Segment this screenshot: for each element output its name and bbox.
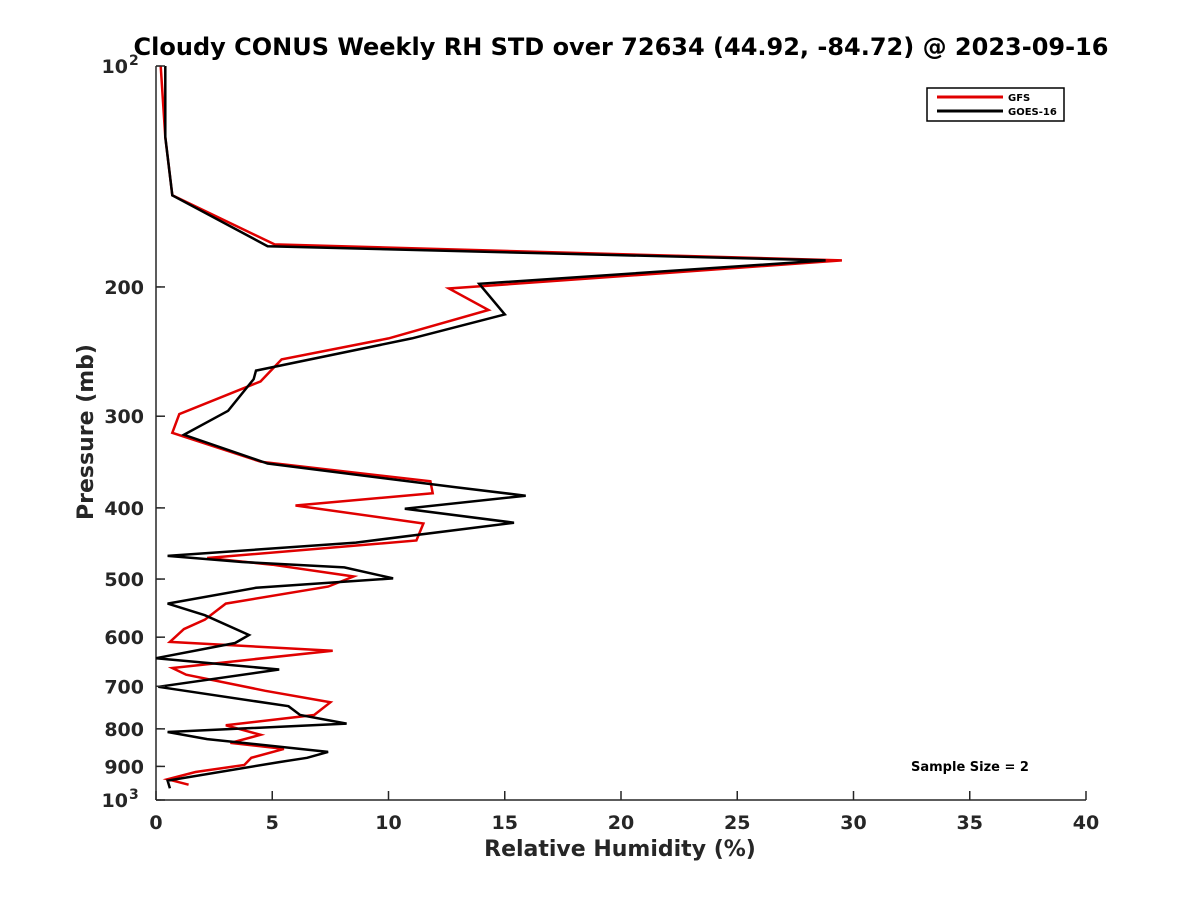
x-axis-label: Relative Humidity (%): [484, 837, 756, 862]
x-tick-label: 40: [1073, 812, 1099, 834]
y-tick-label: 800: [104, 719, 144, 741]
sample-size-annotation: Sample Size = 2: [911, 760, 1029, 775]
y-tick-label: 700: [104, 676, 144, 698]
x-tick-label: 10: [375, 812, 401, 834]
y-tick-label: 400: [104, 498, 144, 520]
y-tick-label: 300: [104, 406, 144, 428]
x-tick-label: 35: [957, 812, 983, 834]
y-tick-label: 200: [104, 277, 144, 299]
y-tick-exponent: 2: [129, 53, 139, 69]
legend-label-gfs: GFS: [1008, 93, 1030, 104]
legend: GFS GOES-16: [926, 87, 1065, 122]
x-tick-label: 20: [608, 812, 634, 834]
y-tick-label: 900: [104, 756, 144, 778]
axes: [155, 66, 1086, 801]
x-tick-label: 5: [266, 812, 279, 834]
y-tick-label: 500: [104, 569, 144, 591]
y-axis-label: Pressure (mb): [74, 344, 99, 520]
x-tick-label: 30: [840, 812, 866, 834]
y-tick-label: 10: [102, 790, 128, 812]
chart-title: Cloudy CONUS Weekly RH STD over 72634 (4…: [134, 33, 1109, 61]
series-layer: [155, 65, 842, 789]
legend-box: [926, 87, 1065, 122]
series-line-gfs: [159, 65, 842, 786]
y-tick-exponent: 3: [129, 787, 139, 803]
legend-label-goes16: GOES-16: [1008, 107, 1057, 118]
x-tick-label: 25: [724, 812, 750, 834]
y-tick-label: 10: [102, 56, 128, 78]
x-tick-label: 0: [149, 812, 162, 834]
y-tick-label: 600: [104, 627, 144, 649]
series-line-goes16: [155, 66, 826, 789]
x-tick-label: 15: [492, 812, 518, 834]
